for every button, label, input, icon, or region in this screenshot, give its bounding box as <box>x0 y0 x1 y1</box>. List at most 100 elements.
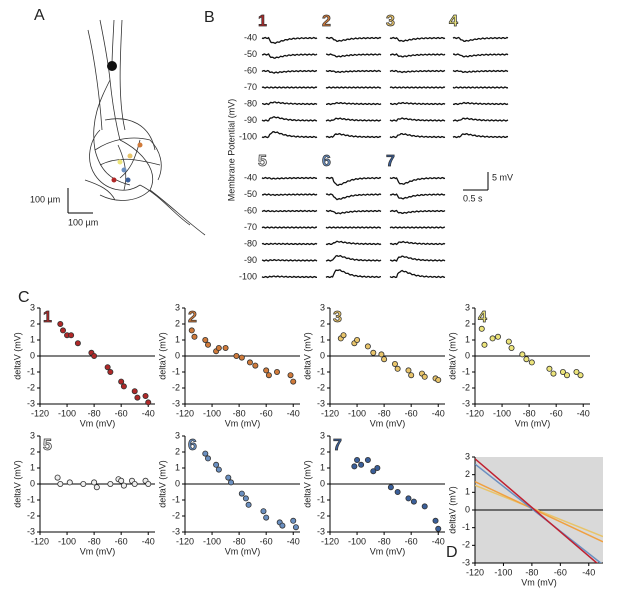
trace <box>452 36 509 42</box>
x-tick-label: -100 <box>494 567 512 577</box>
cell-label: 7 <box>386 153 395 170</box>
panel-letter: D <box>446 544 458 561</box>
y-tick-label: 2 <box>30 446 35 456</box>
trace <box>389 193 446 200</box>
point <box>550 370 557 377</box>
y-axis-label: deltaV (mV) <box>447 486 457 534</box>
level-label: -90 <box>244 255 257 265</box>
y-tick-label: 3 <box>320 430 325 440</box>
x-tick-label: -80 <box>88 408 101 418</box>
x-tick-label: -40 <box>287 536 300 546</box>
trace <box>389 209 446 215</box>
point <box>202 450 209 457</box>
x-tick-label: -40 <box>287 408 300 418</box>
level-label: -50 <box>244 189 257 199</box>
x-tick-label: -80 <box>233 536 246 546</box>
site-marker <box>121 167 127 173</box>
level-label: -50 <box>244 49 257 59</box>
point <box>292 524 299 531</box>
y-tick-label: -2 <box>172 510 180 520</box>
x-axis-label: Vm (mV) <box>80 418 116 428</box>
x-tick-label: -120 <box>466 567 484 577</box>
point <box>213 461 220 468</box>
point <box>202 336 209 343</box>
x-tick-label: -60 <box>115 536 128 546</box>
y-tick-label: 2 <box>320 446 325 456</box>
y-tick-label: -3 <box>27 526 35 536</box>
point <box>233 352 240 359</box>
y-tick-label: -2 <box>27 510 35 520</box>
y-tick-label: -1 <box>172 494 180 504</box>
point <box>391 360 398 367</box>
x-axis-label: Vm (mV) <box>370 546 406 556</box>
level-label: -90 <box>244 115 257 125</box>
neuron <box>84 19 206 236</box>
trace <box>325 117 382 122</box>
y-tick-label: 3 <box>30 302 35 312</box>
y-tick-label: -2 <box>462 540 470 550</box>
site-marker <box>117 159 123 165</box>
x-tick-label: -120 <box>321 536 339 546</box>
series-line <box>475 458 598 563</box>
x-tick-label: -40 <box>432 536 445 546</box>
scale-label: 5 mV <box>492 172 513 182</box>
scale-label: 100 µm <box>30 194 60 204</box>
point <box>519 351 526 358</box>
point <box>364 343 371 350</box>
y-tick-label: -1 <box>172 366 180 376</box>
point <box>107 480 114 487</box>
point <box>263 367 270 374</box>
y-tick-label: -2 <box>462 382 470 392</box>
point <box>60 327 67 334</box>
point <box>120 383 127 390</box>
x-tick-label: -80 <box>88 536 101 546</box>
x-tick-label: -100 <box>493 408 511 418</box>
x-axis-label: Vm (mV) <box>521 577 557 587</box>
level-label: -60 <box>244 65 257 75</box>
y-tick-label: 0 <box>320 478 325 488</box>
trace <box>389 117 446 122</box>
y-tick-label: 3 <box>175 430 180 440</box>
trace <box>452 53 509 58</box>
trace <box>325 53 382 58</box>
point <box>91 352 98 359</box>
point <box>66 479 73 486</box>
point <box>421 503 428 510</box>
y-tick-label: -3 <box>172 398 180 408</box>
point <box>374 464 381 471</box>
trace <box>452 117 509 122</box>
x-tick-label: -120 <box>321 408 339 418</box>
y-tick-label: 1 <box>175 334 180 344</box>
axis-label: Membrane Potential (mV) <box>226 99 236 202</box>
x-tick-label: -60 <box>405 536 418 546</box>
y-tick-label: -1 <box>462 522 470 532</box>
y-tick-label: -2 <box>172 382 180 392</box>
y-axis-label: deltaV (mV) <box>12 460 22 508</box>
point <box>528 359 535 366</box>
x-tick-label: -100 <box>203 408 221 418</box>
x-tick-label: -120 <box>176 408 194 418</box>
point <box>57 320 64 327</box>
y-tick-label: -1 <box>27 366 35 376</box>
point <box>387 484 394 491</box>
trace <box>389 255 446 262</box>
point <box>188 327 195 334</box>
chart-title: 1 <box>43 309 52 326</box>
x-tick-label: -80 <box>378 408 391 418</box>
trace <box>389 86 446 89</box>
cell-label: 5 <box>258 153 267 170</box>
point <box>290 517 297 524</box>
chart-title: 6 <box>188 437 197 454</box>
x-tick-label: -60 <box>554 567 567 577</box>
trace <box>452 86 509 89</box>
y-tick-label: 0 <box>30 478 35 488</box>
cell-label: 6 <box>322 153 331 170</box>
trace <box>389 269 446 279</box>
point <box>523 356 530 363</box>
x-tick-label: -80 <box>523 408 536 418</box>
trace <box>261 53 318 59</box>
y-tick-label: 3 <box>30 430 35 440</box>
y-tick-label: 1 <box>465 487 470 497</box>
level-label: -40 <box>244 32 257 42</box>
